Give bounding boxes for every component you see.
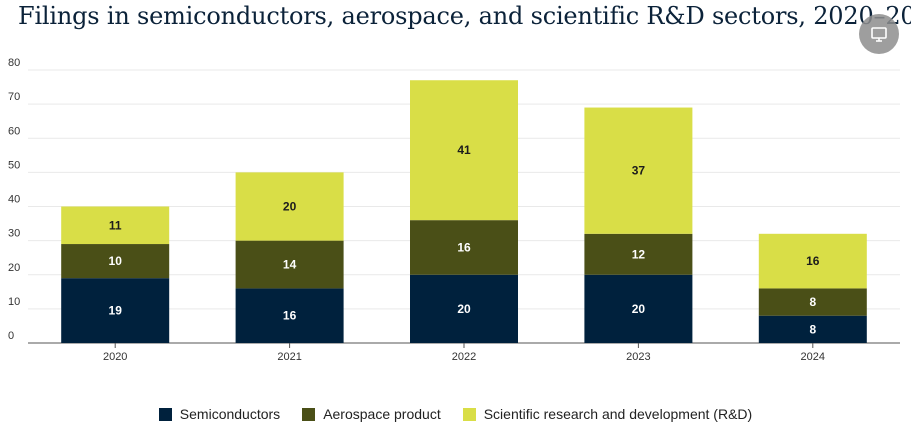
data-label: 20 (283, 200, 297, 214)
bar-segment (410, 220, 518, 275)
data-label: 19 (109, 304, 123, 318)
x-tick-label: 2022 (452, 351, 476, 363)
bar-segment (758, 315, 867, 343)
bar-segment (584, 274, 693, 343)
data-label: 10 (109, 254, 123, 268)
data-label: 41 (457, 143, 471, 157)
data-label: 11 (109, 218, 122, 232)
y-tick-label: 30 (8, 228, 20, 240)
y-tick-label: 40 (8, 194, 20, 206)
bar-segment (61, 278, 170, 343)
y-tick-label: 60 (8, 125, 20, 137)
bar-segment (758, 288, 867, 316)
y-tick-label: 50 (8, 159, 20, 171)
legend-item: Aerospace product (302, 406, 441, 422)
bar-segment (235, 172, 344, 241)
legend-label: Semiconductors (179, 406, 281, 422)
x-tick-label: 2024 (801, 351, 825, 363)
data-label: 14 (283, 258, 297, 272)
legend-swatch (158, 407, 172, 421)
data-label: 8 (809, 295, 816, 309)
data-label: 20 (632, 302, 646, 316)
bar-segment (584, 233, 693, 275)
data-label: 16 (283, 309, 297, 323)
bar-segment (61, 244, 170, 279)
monitor-icon (871, 27, 887, 42)
y-tick-label: 70 (8, 91, 20, 103)
chart-legend: Semiconductors Aerospace product Scientifi… (0, 404, 911, 424)
bar-segment (410, 80, 518, 221)
bar-segment (235, 288, 344, 343)
x-tick-label: 2020 (103, 351, 127, 363)
x-tick-label: 2021 (277, 351, 301, 363)
data-label: 8 (809, 322, 816, 336)
legend-item: Scientific research and development (R&D… (462, 406, 753, 422)
x-tick-label: 2023 (626, 351, 650, 363)
display-button[interactable] (859, 14, 899, 54)
y-tick-label: 0 (8, 330, 14, 342)
data-label: 20 (457, 302, 471, 316)
legend-item: Semiconductors (158, 406, 281, 422)
bar-segment (584, 107, 693, 234)
y-tick-label: 10 (8, 296, 20, 308)
data-label: 12 (632, 247, 646, 261)
chart-title: Filings in semiconductors, aerospace, an… (18, 2, 911, 30)
y-tick-label: 20 (8, 262, 20, 274)
stacked-bar-chart: 0 10 20 30 40 50 60 70 80 19 10 11 2020 16 14 20 2021 20 1… (8, 57, 900, 363)
legend-swatch (302, 407, 316, 421)
legend-label: Aerospace product (323, 406, 441, 422)
legend-swatch (462, 407, 476, 421)
data-label: 16 (806, 254, 820, 268)
data-label: 16 (457, 240, 471, 254)
data-label: 37 (632, 164, 646, 178)
bar-segment (235, 240, 344, 289)
legend-label: Scientific research and development (R&D… (483, 406, 753, 422)
y-tick-label: 80 (8, 57, 20, 69)
bar-segment (758, 233, 867, 289)
bar-segment (61, 206, 170, 245)
bar-segment (410, 274, 518, 343)
